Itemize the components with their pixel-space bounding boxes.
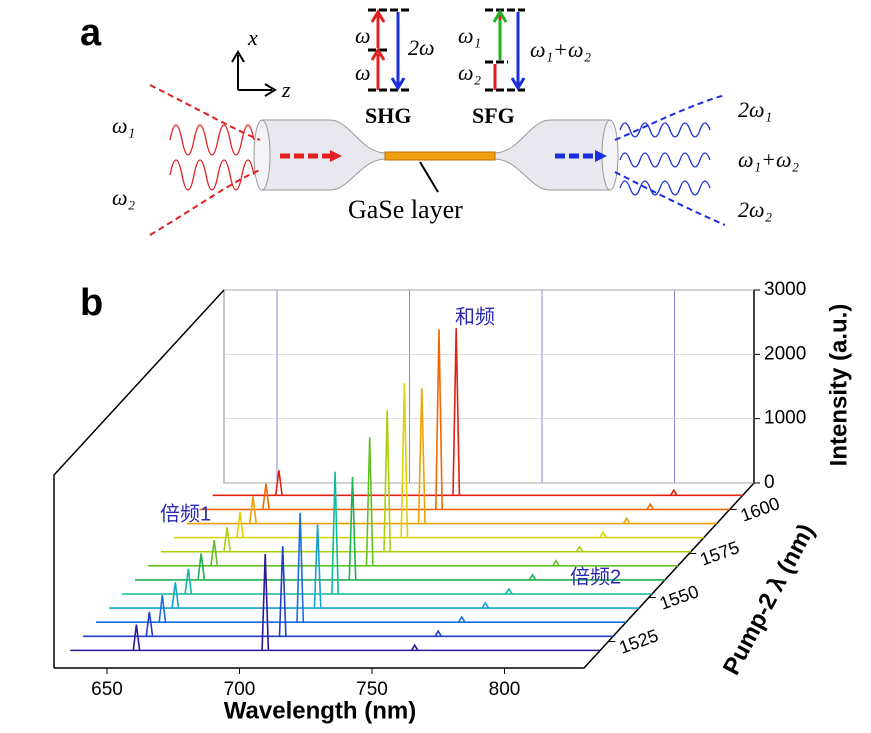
layer-label: GaSe layer <box>348 195 463 224</box>
z-tick-label: 1000 <box>764 408 806 429</box>
spectral-peak <box>132 624 141 651</box>
x-tick-label: 800 <box>489 679 521 700</box>
spectral-peak <box>552 559 560 567</box>
spectral-peak <box>622 516 631 524</box>
floor-edge <box>54 482 755 669</box>
spectral-peak <box>278 546 287 637</box>
panel-label: b <box>80 282 103 324</box>
level-label: ω₁ <box>458 23 481 48</box>
spectral-peak <box>435 329 443 510</box>
spectral-peak <box>452 328 461 496</box>
spectral-peak <box>313 524 322 609</box>
level-label: ω <box>355 23 371 48</box>
output-label: 2ω₁ <box>738 97 772 122</box>
spectral-peak <box>249 496 257 524</box>
spectral-peak <box>296 512 305 623</box>
spectral-peak <box>457 615 466 623</box>
input-label: ω₂ <box>112 185 136 210</box>
spectral-peak <box>410 643 419 651</box>
energy-levels <box>368 8 526 92</box>
spectral-peak <box>599 530 607 539</box>
annotation: 和频 <box>455 305 495 328</box>
axis-z-label: z <box>281 77 291 102</box>
y-tick-label: 1550 <box>657 581 701 613</box>
z-tick-label: 0 <box>764 472 775 493</box>
z-tick-label: 2000 <box>764 343 806 364</box>
x-axis-label: Wavelength (nm) <box>224 697 416 724</box>
output-label: ω₁+ω₂ <box>738 147 800 172</box>
spectral-peak <box>331 471 339 595</box>
spectral-peak <box>145 611 154 637</box>
process-label: SFG <box>472 103 515 128</box>
level-label: 2ω <box>408 35 435 60</box>
spectral-peak <box>223 527 232 552</box>
spectral-peak <box>505 587 513 595</box>
spectral-peak <box>528 573 537 581</box>
output-label: 2ω₂ <box>738 197 773 222</box>
spectral-peak <box>261 553 270 651</box>
axes-icon <box>231 50 277 97</box>
level-label: ω₂ <box>458 60 482 85</box>
z-axis-label: Intensity (a.u.) <box>825 304 852 467</box>
input-label: ω₁ <box>112 113 135 138</box>
spectral-peak <box>158 595 167 623</box>
side-wall <box>53 289 225 668</box>
spectral-peak <box>365 437 374 566</box>
z-tick-label: 3000 <box>764 279 806 300</box>
plot: 650 700 750 800 0 1000 2000 3000 1525 1550 1575 160… <box>53 279 852 724</box>
spectral-peak <box>197 553 206 580</box>
fiber <box>149 84 726 236</box>
spectral-peak <box>210 540 219 566</box>
annotation: 倍频2 <box>570 565 621 588</box>
level-label: ω₁+ω₂ <box>530 37 592 62</box>
x-tick-label: 650 <box>91 679 123 700</box>
process-label: SHG <box>365 103 411 128</box>
spectral-peak <box>236 511 244 538</box>
y-tick-label: 1525 <box>616 625 660 657</box>
spectral-peak <box>400 383 409 538</box>
x-tick-label: 750 <box>356 679 388 700</box>
spectral-peak <box>184 568 193 595</box>
spectral-peak <box>262 483 270 510</box>
panel-label: a <box>80 12 102 54</box>
spectral-peak <box>481 601 490 609</box>
level-label: ω <box>355 60 371 85</box>
annotation: 倍频1 <box>160 502 211 525</box>
spectral-peak <box>669 488 678 496</box>
spectral-peak <box>383 410 392 552</box>
y-tick-label: 1600 <box>738 493 782 525</box>
spectral-peak <box>646 502 655 510</box>
spectral-peak <box>171 582 180 609</box>
y-tick-label: 1575 <box>697 537 741 569</box>
spectral-peak <box>274 470 283 496</box>
spectral-peak <box>417 388 426 524</box>
spectral-peak <box>434 629 443 637</box>
spectral-peak <box>575 545 584 553</box>
axis-x-label: x <box>247 25 258 50</box>
x-tick-label: 700 <box>224 679 256 700</box>
spectral-peak <box>348 476 357 580</box>
